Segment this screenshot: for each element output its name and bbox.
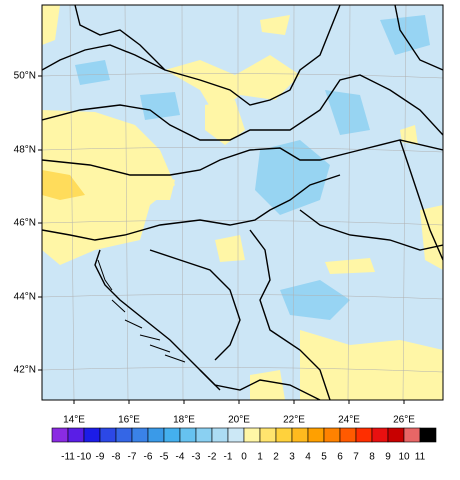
lon-label: 26°E xyxy=(393,415,415,426)
colorbar-swatch xyxy=(67,427,85,443)
borders-and-coastlines xyxy=(42,5,443,400)
colorbar-swatch xyxy=(275,427,293,443)
colorbar-label: -7 xyxy=(128,452,137,463)
colorbar-swatch xyxy=(163,427,181,443)
positive-anomaly-areas xyxy=(42,5,443,400)
colorbar-swatch xyxy=(259,427,277,443)
islands xyxy=(97,259,186,363)
colorbar-label: 8 xyxy=(369,452,375,463)
colorbar-swatch xyxy=(99,427,117,443)
colorbar-label: -8 xyxy=(112,452,121,463)
lon-label: 22°E xyxy=(283,415,305,426)
colorbar-swatch xyxy=(83,427,101,443)
negative-anomaly-areas xyxy=(75,15,430,320)
colorbar-swatch xyxy=(195,427,213,443)
lon-label: 24°E xyxy=(338,415,360,426)
lon-label: 14°E xyxy=(63,415,85,426)
lat-label: 42°N xyxy=(14,365,36,376)
colorbar-swatch xyxy=(387,427,405,443)
lon-label: 16°E xyxy=(118,415,140,426)
colorbar-swatch xyxy=(403,427,421,443)
colorbar-swatch xyxy=(179,427,197,443)
colorbar-label: -10 xyxy=(77,452,92,463)
colorbar-swatch xyxy=(211,427,229,443)
colorbar-label: 4 xyxy=(305,452,311,463)
colorbar-swatch xyxy=(147,427,165,443)
colorbar-swatch xyxy=(131,427,149,443)
colorbar-label: -9 xyxy=(96,452,105,463)
colorbar-label: 11 xyxy=(415,452,426,463)
colorbar-swatch xyxy=(243,427,261,443)
colorbar-label: 1 xyxy=(257,452,263,463)
colorbar-label: -6 xyxy=(144,452,153,463)
colorbar-swatch xyxy=(371,427,389,443)
colorbar-label: 3 xyxy=(289,452,295,463)
lon-label: 18°E xyxy=(173,415,195,426)
colorbar-swatch xyxy=(291,427,309,443)
map-frame xyxy=(41,4,444,401)
colorbar-label: -5 xyxy=(160,452,169,463)
colorbar-swatch xyxy=(51,427,69,443)
colorbar-swatch xyxy=(227,427,245,443)
colorbar-swatch xyxy=(307,427,325,443)
colorbar-swatch xyxy=(355,427,373,443)
colorbar-label: 6 xyxy=(337,452,343,463)
colorbar-label: 7 xyxy=(353,452,359,463)
lat-label: 50°N xyxy=(14,71,36,82)
lat-label: 48°N xyxy=(14,145,36,156)
lat-label: 46°N xyxy=(14,218,36,229)
colorbar-label: 10 xyxy=(398,452,410,463)
graticule xyxy=(42,5,443,400)
colorbar-label: -11 xyxy=(61,452,75,463)
colorbar-label: 9 xyxy=(385,452,391,463)
colorbar-swatch xyxy=(419,427,437,443)
lon-label: 20°E xyxy=(228,415,250,426)
colorbar-label: -2 xyxy=(208,452,217,463)
map-area xyxy=(42,5,443,400)
colorbar-swatch xyxy=(339,427,357,443)
colorbar-swatch xyxy=(115,427,133,443)
colorbar-label: 0 xyxy=(241,452,247,463)
colorbar-label: 5 xyxy=(321,452,327,463)
colorbar-label: -3 xyxy=(192,452,201,463)
colorbar-label: -1 xyxy=(224,452,233,463)
colorbar-label: 2 xyxy=(273,452,279,463)
strong-positive-areas xyxy=(42,170,85,200)
lat-label: 44°N xyxy=(14,292,36,303)
colorbar-label: -4 xyxy=(176,452,185,463)
colorbar-swatch xyxy=(323,427,341,443)
